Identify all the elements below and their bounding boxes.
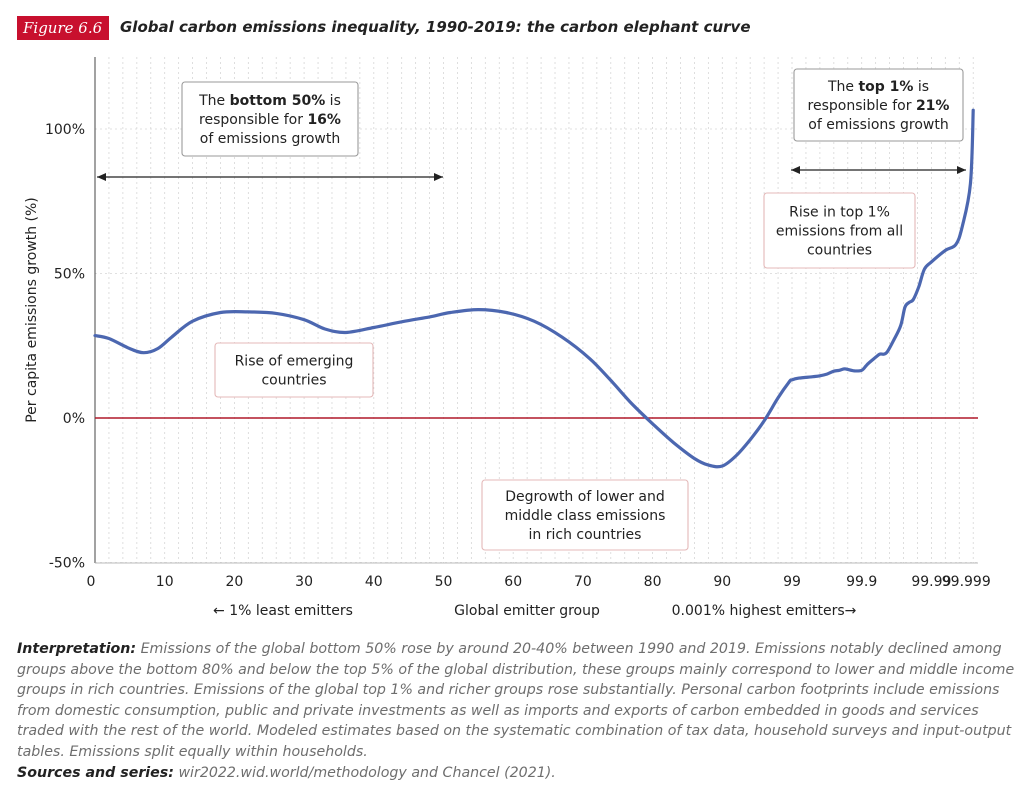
annotation-degrowth: Degrowth of lower and middle class emissi… [481, 479, 689, 551]
annotation-text: Degrowth of lower and [505, 489, 665, 505]
annotation-box [181, 81, 359, 157]
x-tick-label: 99.9 [846, 574, 877, 590]
x-tick-label: 0 [87, 574, 96, 590]
annotation-text: Rise of emerging [235, 354, 354, 370]
chart-area: 100%50%0%-50% 0 10 20 30 40 50 60 70 80 90 99 99.9 9… [24, 57, 991, 619]
x-axis-label: Global emitter group [454, 603, 600, 619]
figure-title: Global carbon emissions inequality, 1990… [120, 18, 751, 36]
annotation-text: responsible for 21% [808, 98, 950, 114]
interpretation-text: Emissions of the global bottom 50% rose … [17, 641, 1015, 760]
annotation-box [763, 192, 916, 269]
annotation-text: of emissions growth [200, 131, 340, 147]
sources-note: Sources and series: wir2022.wid.world/me… [17, 765, 556, 781]
annotation-box [481, 479, 689, 551]
y-tick-label: 50% [54, 267, 85, 283]
x-tick-label: 20 [225, 574, 243, 590]
x-tick-label: 99.999 [942, 574, 991, 590]
sources-label: Sources and series: [17, 765, 174, 781]
interpretation-label: Interpretation: [17, 641, 137, 657]
x-tick-label: 50 [435, 574, 453, 590]
annotation-text: responsible for 16% [199, 112, 341, 128]
annotation-emerging: Rise of emerging countries [214, 342, 374, 398]
annotation-top1: The top 1% is responsible for 21% of emiss… [793, 68, 964, 142]
y-axis-label: Per capita emissions growth (%) [24, 197, 40, 423]
interpretation-note: Interpretation: Emissions of the global … [17, 639, 1017, 763]
annotation-text: countries [807, 243, 872, 259]
annotation-text: emissions from all [776, 224, 903, 240]
x-tick-label: 99 [783, 574, 801, 590]
x-tick-label: 10 [156, 574, 174, 590]
y-tick-label: -50% [49, 556, 85, 572]
x-tick-label: 30 [295, 574, 313, 590]
annotation-rise_top1: Rise in top 1% emissions from all countrie… [763, 192, 916, 269]
annotation-text: The bottom 50% is [198, 93, 341, 109]
annotation-text: countries [261, 373, 326, 389]
sources-text: wir2022.wid.world/methodology and Chance… [178, 765, 556, 781]
annotation-text: middle class emissions [505, 508, 666, 524]
annotation-box [214, 342, 374, 398]
y-tick-labels: 100% 50% 0% -50% [45, 122, 85, 572]
annotations: The bottom 50% is responsible for 16% of e… [181, 68, 964, 551]
x-sub-label-left: ← 1% least emitters [213, 603, 353, 619]
annotation-text: The top 1% is [827, 79, 929, 95]
annotation-box [793, 68, 964, 142]
x-tick-label: 90 [713, 574, 731, 590]
y-tick-label: 100% [45, 122, 85, 138]
top1-range-arrow [791, 166, 966, 174]
figure-badge: Figure 6.6 [17, 16, 110, 40]
x-tick-label: 40 [365, 574, 383, 590]
y-tick-label: 0% [63, 411, 85, 427]
annotation-text: in rich countries [529, 527, 642, 543]
series-line-emissions-growth [93, 108, 975, 469]
x-tick-label: 80 [644, 574, 662, 590]
x-tick-label: 60 [504, 574, 522, 590]
annotation-bottom50: The bottom 50% is responsible for 16% of e… [181, 81, 359, 157]
range-arrows [97, 166, 966, 181]
annotation-text: of emissions growth [808, 117, 948, 133]
bottom50-range-arrow [97, 173, 443, 181]
x-tick-label: 70 [574, 574, 592, 590]
x-sub-label-right: 0.001% highest emitters→ [672, 603, 857, 619]
x-tick-label: 99.99 [911, 574, 951, 590]
annotation-text: Rise in top 1% [789, 205, 890, 221]
